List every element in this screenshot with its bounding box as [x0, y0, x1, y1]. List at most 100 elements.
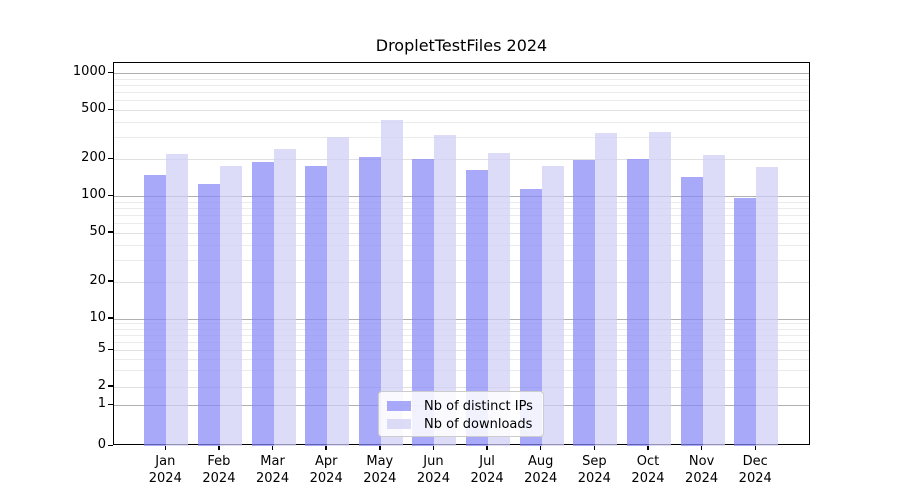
gridline: [114, 244, 809, 246]
bar-downloads-jan: [166, 153, 189, 446]
bar-ips-apr: [305, 165, 328, 446]
gridline: [114, 137, 809, 139]
bar-ips-jan: [144, 175, 167, 446]
bar-downloads-aug: [541, 166, 564, 446]
gridline: [114, 350, 809, 351]
bar-downloads-feb: [219, 165, 242, 446]
x-tick: [432, 446, 435, 450]
gridline: [114, 260, 809, 262]
y-tick-label: 1: [97, 396, 106, 411]
y-tick: [108, 231, 113, 233]
x-tick: [379, 446, 381, 450]
gridline: [114, 358, 809, 360]
bar-downloads-jun: [434, 134, 457, 446]
y-tick-label: 100: [81, 187, 106, 202]
bar-ips-jun: [412, 158, 435, 446]
x-tick-label: Jun 2024: [416, 454, 450, 486]
x-tick: [486, 446, 488, 450]
gridline: [114, 73, 809, 75]
bar-ips-sep: [573, 160, 596, 446]
gridline: [114, 110, 809, 112]
x-tick-label: Mar 2024: [256, 454, 290, 486]
bar-ips-dec: [734, 197, 757, 446]
gridline: [114, 92, 809, 94]
y-tick-label: 2: [97, 377, 106, 393]
bar-ips-jul: [466, 169, 489, 446]
bar-ips-feb: [197, 183, 220, 446]
gridline: [114, 215, 809, 217]
y-tick-label: 10: [89, 309, 106, 325]
x-tick: [271, 446, 274, 450]
x-tick: [647, 446, 649, 450]
y-tick: [108, 108, 113, 111]
gridline: [114, 370, 809, 372]
bar-ips-may: [358, 156, 381, 446]
bar-downloads-jul: [488, 152, 511, 446]
legend: Nb of distinct IPs Nb of downloads: [378, 391, 544, 437]
y-tick-label: 1000: [72, 64, 106, 80]
y-tick: [108, 71, 113, 74]
y-tick: [108, 385, 113, 387]
y-tick: [108, 348, 113, 350]
bar-downloads-may: [380, 119, 403, 446]
gridline: [114, 196, 809, 197]
gridline: [114, 386, 809, 388]
bar-downloads-sep: [595, 132, 618, 446]
bar-downloads-mar: [273, 149, 296, 446]
x-tick: [700, 446, 703, 450]
gridline: [114, 323, 809, 325]
gridline: [114, 159, 809, 161]
gridline: [114, 334, 809, 336]
chart-title: DropletTestFiles 2024: [375, 36, 548, 55]
gridline: [114, 85, 809, 87]
x-tick: [218, 446, 220, 450]
x-tick-label: May 2024: [363, 454, 397, 486]
bar-downloads-dec: [756, 167, 779, 446]
gridline: [114, 223, 809, 225]
gridline: [114, 328, 809, 330]
bar-ips-nov: [680, 176, 703, 446]
gridline: [114, 122, 809, 124]
x-tick-label: Nov 2024: [685, 454, 719, 486]
gridline: [114, 232, 809, 234]
y-tick-label: 0: [97, 437, 106, 452]
bar-ips-aug: [519, 188, 542, 446]
plot-area: [113, 62, 810, 446]
y-tick-label: 5: [97, 341, 106, 356]
x-tick-label: Oct 2024: [631, 454, 665, 486]
x-tick: [325, 446, 327, 450]
x-tick: [754, 446, 756, 450]
legend-row-ips: Nb of distinct IPs: [387, 397, 535, 415]
gridline: [114, 207, 809, 209]
downloads-legend-swatch: [387, 419, 411, 429]
y-tick: [108, 194, 113, 196]
x-tick-label: Feb 2024: [202, 454, 236, 486]
ips-legend-swatch: [387, 401, 411, 411]
gridline: [114, 201, 809, 203]
downloads-legend-label: Nb of downloads: [424, 416, 533, 432]
x-tick-label: Jan 2024: [148, 454, 182, 486]
x-tick: [593, 446, 596, 450]
x-tick-label: Apr 2024: [309, 454, 343, 486]
y-tick: [108, 317, 113, 319]
x-tick-label: Jul 2024: [470, 454, 504, 486]
y-tick: [108, 280, 113, 282]
x-tick: [540, 446, 542, 450]
bar-ips-oct: [626, 159, 649, 446]
gridline: [114, 318, 809, 320]
bar-downloads-apr: [327, 136, 350, 446]
y-tick-label: 500: [81, 101, 106, 117]
y-tick-label: 200: [81, 150, 106, 166]
y-tick-label: 50: [89, 223, 106, 239]
gridline: [114, 78, 809, 80]
y-tick: [108, 403, 113, 405]
x-tick-label: Aug 2024: [524, 454, 558, 486]
bar-downloads-oct: [648, 131, 671, 446]
y-tick-label: 20: [89, 272, 106, 288]
ips-legend-label: Nb of distinct IPs: [424, 398, 533, 414]
gridline: [114, 281, 809, 283]
y-tick: [108, 444, 113, 446]
bar-ips-mar: [251, 161, 274, 446]
x-tick: [164, 446, 166, 450]
